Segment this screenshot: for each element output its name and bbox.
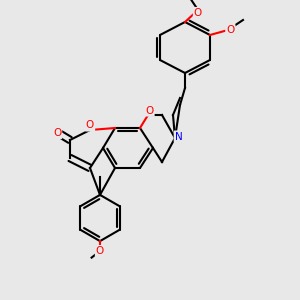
Text: O: O [86, 121, 94, 130]
Text: O: O [226, 25, 235, 35]
Text: O: O [53, 128, 61, 138]
Text: O: O [96, 246, 104, 256]
Text: N: N [175, 131, 182, 142]
Text: O: O [146, 106, 154, 116]
Text: O: O [194, 8, 202, 18]
